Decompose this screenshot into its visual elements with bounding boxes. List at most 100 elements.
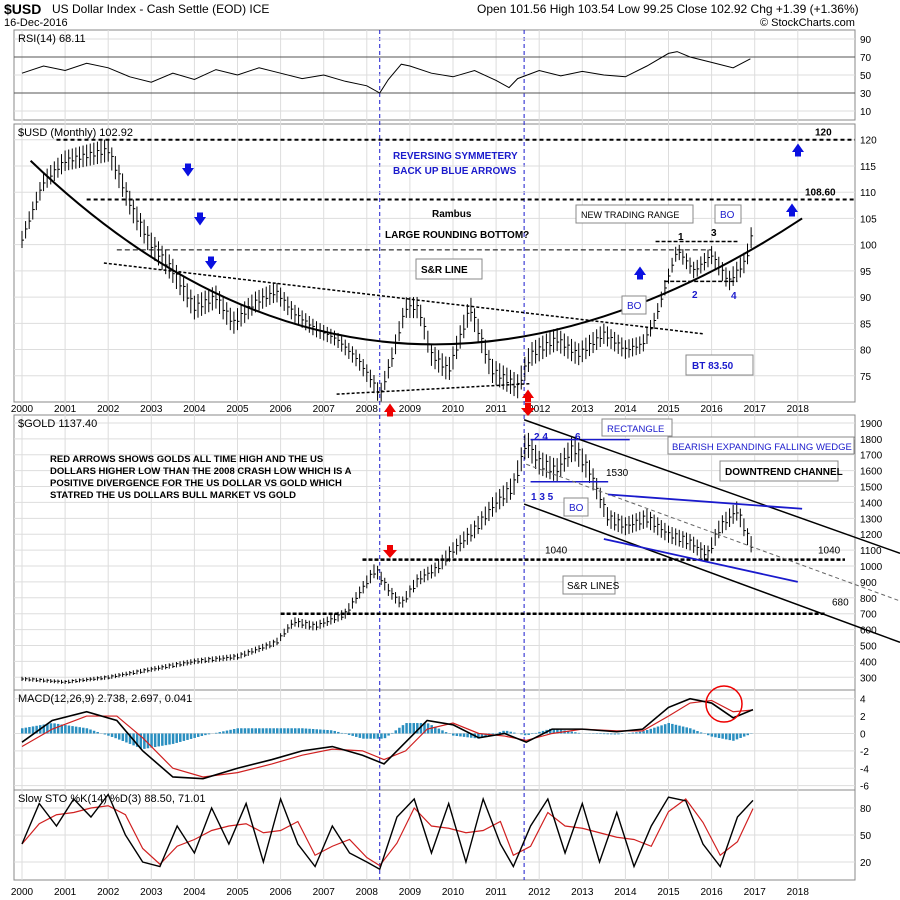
label-box — [415, 258, 483, 280]
red-arrow-down — [521, 403, 535, 416]
macd-hist-bar — [250, 728, 254, 734]
macd-hist-bar — [430, 725, 433, 734]
macd-hist-bar — [699, 732, 703, 734]
macd-hist-bar — [358, 733, 362, 738]
channel-bottom — [523, 503, 900, 644]
macd-hist-bar — [369, 733, 372, 739]
macd-hist-bar — [437, 728, 441, 734]
macd-hist-bar — [613, 733, 617, 735]
macd-hist-bar — [311, 729, 315, 734]
usd-annotation: BT 83.50 — [692, 361, 734, 372]
y-tick-label: 700 — [860, 610, 877, 621]
macd-hist-bar — [376, 733, 380, 739]
macd-hist-bar — [272, 728, 275, 734]
x-tick-label-top: 2012 — [528, 404, 551, 415]
macd-hist-bar — [570, 731, 574, 734]
y-tick-label: 115 — [860, 162, 876, 173]
macd-hist-bar — [322, 729, 326, 734]
macd-hist-bar — [347, 733, 351, 735]
y-tick-label: 2 — [860, 712, 866, 723]
macd-hist-bar — [193, 733, 196, 738]
y-tick-label: 80 — [860, 804, 872, 815]
gold-hline-label: 1530 — [606, 468, 629, 479]
macd-hist-bar — [606, 733, 609, 735]
x-tick-label-bottom: 2004 — [183, 887, 206, 898]
macd-hist-bar — [229, 729, 232, 734]
red-arrow-down — [383, 545, 397, 558]
macd-hist-bar — [491, 733, 495, 735]
macd-hist-bar — [552, 728, 556, 734]
macd-hist-bar — [653, 727, 656, 734]
macd-hist-bar — [742, 733, 746, 737]
y-tick-label: 1400 — [860, 498, 883, 509]
label-box — [601, 418, 673, 437]
usd-annotation: 2 — [692, 290, 698, 301]
macd-hist-bar — [258, 728, 261, 734]
macd-hist-bar — [46, 723, 49, 734]
label-box — [562, 575, 616, 595]
macd-hist-bar — [631, 732, 635, 734]
macd-hist-bar — [398, 727, 401, 734]
macd-hist-bar — [265, 728, 268, 734]
macd-hist-bar — [692, 729, 696, 734]
label-box — [685, 354, 754, 376]
macd-hist-bar — [408, 723, 412, 734]
macd-hist-bar — [125, 733, 128, 743]
red-arrow-up — [522, 389, 534, 403]
macd-hist-bar — [721, 733, 724, 739]
macd-hist-bar — [466, 733, 469, 738]
macd-hist-bar — [49, 723, 53, 734]
macd-hist-bar — [35, 725, 38, 734]
usd-annotation: 1 — [678, 232, 684, 243]
macd-hist-bar — [556, 729, 559, 734]
macd-hist-bar — [649, 728, 653, 734]
macd-hist-bar — [656, 726, 660, 734]
annotation-line: STATRED THE US DOLLARS BULL MARKET VS GO… — [50, 490, 296, 501]
macd-hist-bar — [724, 733, 728, 740]
x-tick-label-bottom: 2002 — [97, 887, 120, 898]
macd-hist-bar — [85, 728, 89, 734]
macd-hist-bar — [441, 730, 444, 734]
x-tick-label-bottom: 2011 — [485, 887, 507, 898]
macd-hist-bar — [714, 733, 717, 738]
macd-hist-bar — [64, 725, 67, 734]
macd-hist-bar — [523, 733, 527, 736]
y-tick-label: 85 — [860, 319, 872, 330]
x-tick-label-top: 2014 — [614, 404, 637, 415]
macd-hist-bar — [739, 733, 742, 738]
macd-hist-bar — [214, 732, 218, 734]
wedge-top — [608, 493, 803, 510]
y-tick-label: 300 — [860, 673, 877, 684]
y-tick-label: -2 — [860, 747, 869, 758]
x-tick-label-bottom: 2012 — [528, 887, 551, 898]
macd-hist-bar — [333, 730, 336, 734]
x-tick-label-top: 2010 — [442, 404, 465, 415]
macd-hist-bar — [681, 726, 685, 734]
macd-hist-bar — [164, 733, 168, 746]
macd-hist-bar — [574, 732, 577, 734]
y-tick-label: 75 — [860, 372, 872, 383]
channel-mid — [526, 463, 900, 602]
gold-annotation: DOWNTREND CHANNEL — [725, 467, 843, 478]
macd-hist-bar — [462, 733, 466, 737]
usd-annotation: NEW TRADING RANGE — [581, 210, 679, 220]
y-tick-label: 1300 — [860, 514, 883, 525]
macd-hist-bar — [135, 733, 139, 747]
macd-hist-bar — [82, 727, 85, 734]
macd-hist-bar — [207, 733, 211, 735]
macd-hist-bar — [477, 733, 480, 739]
x-tick-label-bottom: 2000 — [11, 887, 34, 898]
gold-hline-label: 680 — [832, 598, 849, 609]
macd-line — [21, 697, 754, 780]
macd-hist-bar — [107, 733, 110, 736]
macd-hist-bar — [541, 730, 545, 734]
y-tick-label: 100 — [860, 241, 877, 252]
usd-annotation: LARGE ROUNDING BOTTOM? — [385, 230, 529, 241]
y-tick-label: 90 — [860, 35, 872, 46]
x-tick-label-bottom: 2006 — [269, 887, 292, 898]
macd-hist-bar — [602, 733, 606, 735]
y-tick-label: -4 — [860, 764, 869, 775]
y-tick-label: 90 — [860, 293, 872, 304]
